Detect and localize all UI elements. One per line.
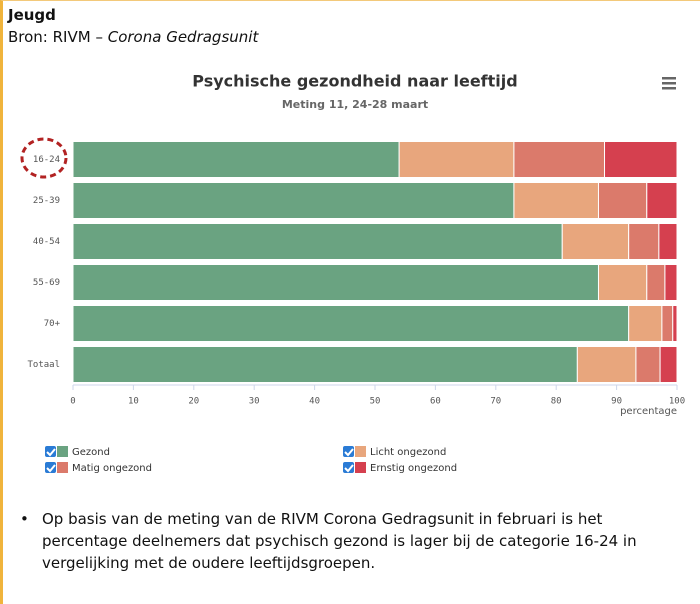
bar-segment (664, 264, 678, 301)
bar-segment (661, 305, 674, 342)
legend-label: Ernstig ongezond (370, 463, 457, 474)
bar-segment (72, 141, 400, 178)
bar-segment (628, 305, 663, 342)
y-tick-label: 40-54 (33, 237, 60, 247)
legend-swatch (355, 462, 366, 473)
x-tick-label: 30 (249, 397, 260, 407)
chart-subtitle: Meting 11, 24-28 maart (282, 98, 428, 111)
y-tick-label: 70+ (44, 319, 61, 329)
chart: Psychische gezondheid naar leeftijd Meti… (20, 72, 685, 474)
bar-segment (597, 182, 648, 219)
highlight-circle (20, 137, 68, 179)
y-tick-label: Totaal (27, 360, 60, 370)
slide-title: Jeugd (8, 6, 56, 24)
legend-checkbox (45, 462, 56, 473)
bar-segment (628, 223, 660, 260)
bar-segment (646, 264, 666, 301)
x-tick-label: 100 (669, 397, 685, 407)
bar-segment (659, 346, 678, 383)
bar-segment (72, 346, 578, 383)
legend-checkbox (45, 446, 56, 457)
bar-segment (561, 223, 630, 260)
legend-check (46, 464, 56, 473)
bar-segment (658, 223, 678, 260)
x-tick-label: 0 (70, 397, 75, 407)
legend-item[interactable]: Ernstig ongezond (343, 462, 457, 474)
legend-swatch (57, 462, 68, 473)
bar-segment (72, 305, 630, 342)
x-tick-label: 60 (430, 397, 441, 407)
legend-check (344, 448, 354, 457)
menu-bar (662, 87, 676, 90)
legend-item[interactable]: Licht ongezond (343, 446, 446, 458)
source-emphasis: Corona Gedragsunit (107, 28, 259, 46)
legend-swatch (57, 446, 68, 457)
legend-checkbox (343, 462, 354, 473)
bar-segment (398, 141, 515, 178)
x-tick-label: 90 (611, 397, 622, 407)
bullet: • (20, 510, 29, 528)
legend-label: Matig ongezond (72, 463, 152, 474)
chart-title: Psychische gezondheid naar leeftijd (192, 72, 517, 91)
menu-bar (662, 77, 676, 80)
legend-label: Licht ongezond (370, 447, 446, 458)
legend-label: Gezond (72, 447, 110, 458)
x-tick-label: 10 (128, 397, 139, 407)
note-text: Op basis van de meting van de RIVM Coron… (42, 510, 637, 572)
source: Bron: RIVM – (8, 28, 103, 46)
bar-segment (513, 141, 606, 178)
bar-segment (576, 346, 637, 383)
y-tick-label: 55-69 (33, 278, 60, 288)
source-line: Bron: RIVM – Corona Gedragsunit (8, 28, 258, 46)
legend-check (344, 464, 354, 473)
bar-segment (604, 141, 678, 178)
bar-segment (635, 346, 661, 383)
x-tick-label: 20 (188, 397, 199, 407)
bar-segment (72, 182, 515, 219)
bar-segment (597, 264, 648, 301)
x-axis-label: percentage (620, 406, 677, 417)
bar-segment (513, 182, 599, 219)
legend-check (46, 448, 56, 457)
bar-segment (72, 264, 599, 301)
legend-checkbox (343, 446, 354, 457)
menu-bar (662, 82, 676, 85)
y-tick-label: 25-39 (33, 196, 60, 206)
legend-item[interactable]: Gezond (45, 446, 110, 458)
y-tick-label: 16-24 (33, 155, 60, 165)
x-tick-label: 80 (551, 397, 562, 407)
legend-swatch (355, 446, 366, 457)
x-tick-label: 40 (309, 397, 320, 407)
bullet-note: • Op basis van de meting van de RIVM Coro… (20, 508, 680, 574)
x-tick-label: 70 (490, 397, 501, 407)
x-tick-label: 50 (370, 397, 381, 407)
legend-item[interactable]: Matig ongezond (45, 462, 152, 474)
menu-icon[interactable] (662, 77, 676, 90)
bar-segment (72, 223, 563, 260)
bar-segment (672, 305, 678, 342)
bar-segment (646, 182, 678, 219)
